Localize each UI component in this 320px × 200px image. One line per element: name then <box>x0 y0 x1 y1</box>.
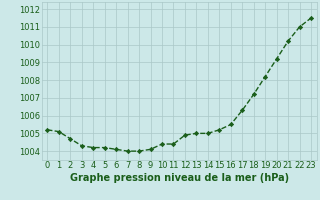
X-axis label: Graphe pression niveau de la mer (hPa): Graphe pression niveau de la mer (hPa) <box>70 173 289 183</box>
